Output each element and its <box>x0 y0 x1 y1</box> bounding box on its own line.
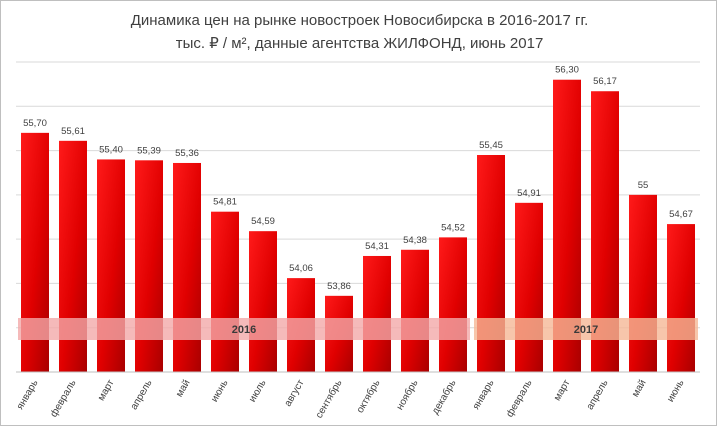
bar-value-label: 53,86 <box>327 281 351 292</box>
bar-value-label: 56,17 <box>593 76 617 87</box>
bar <box>439 237 467 372</box>
x-tick-label: февраль <box>48 378 79 420</box>
year-label: 2016 <box>232 324 256 336</box>
chart-title: Динамика цен на рынке новостроек Новосиб… <box>130 12 589 29</box>
bar-value-label: 55,39 <box>137 145 161 156</box>
x-tick-label: октябрь <box>354 378 383 416</box>
bar <box>249 231 277 372</box>
bar-value-label: 54,52 <box>441 222 465 233</box>
bar-value-label: 55,40 <box>99 144 123 155</box>
bar-value-label: 55,45 <box>479 140 503 151</box>
chart-subtitle: тыс. ₽ / м², данные агентства ЖИЛФОНД, и… <box>175 35 544 52</box>
bar <box>515 202 543 372</box>
bar-value-label: 54,91 <box>517 188 541 199</box>
bar-value-label: 54,06 <box>289 263 313 274</box>
x-tick-label: февраль <box>504 378 535 420</box>
x-tick-label: март <box>96 378 117 403</box>
bar <box>667 224 695 372</box>
x-tick-label: май <box>630 378 649 399</box>
bar <box>401 249 429 372</box>
bar-value-label: 56,30 <box>555 65 579 76</box>
bar-value-label: 54,81 <box>213 197 237 208</box>
x-tick-label: август <box>283 378 307 409</box>
x-tick-label: июнь <box>665 378 686 404</box>
bar-value-label: 54,38 <box>403 235 427 246</box>
bar-value-label: 54,59 <box>251 216 275 227</box>
x-tick-label: май <box>174 378 193 399</box>
bar <box>629 194 657 372</box>
year-label: 2017 <box>574 324 598 336</box>
x-tick-label: ноябрь <box>394 378 421 413</box>
x-tick-label: сентябрь <box>313 378 345 421</box>
x-tick-label: январь <box>471 378 497 412</box>
x-tick-label: январь <box>15 378 41 412</box>
bar <box>211 211 239 372</box>
bar-value-label: 55,61 <box>61 126 85 137</box>
year-band <box>18 318 470 340</box>
bar <box>135 160 163 372</box>
x-tick-label: декабрь <box>429 378 458 417</box>
x-tick-label: март <box>552 378 573 403</box>
x-tick-label: апрель <box>585 378 611 412</box>
year-band <box>474 318 698 340</box>
bar <box>363 255 391 372</box>
bar-value-label: 54,31 <box>365 241 389 252</box>
x-tick-label: апрель <box>129 378 155 412</box>
x-tick-label: июнь <box>209 378 230 404</box>
bar <box>97 159 125 372</box>
bar-value-label: 55 <box>638 180 649 191</box>
bar-value-label: 55,70 <box>23 118 47 129</box>
x-tick-label: июль <box>247 378 268 404</box>
bar <box>173 162 201 372</box>
bar-value-label: 55,36 <box>175 148 199 159</box>
bar-value-label: 54,67 <box>669 209 693 220</box>
